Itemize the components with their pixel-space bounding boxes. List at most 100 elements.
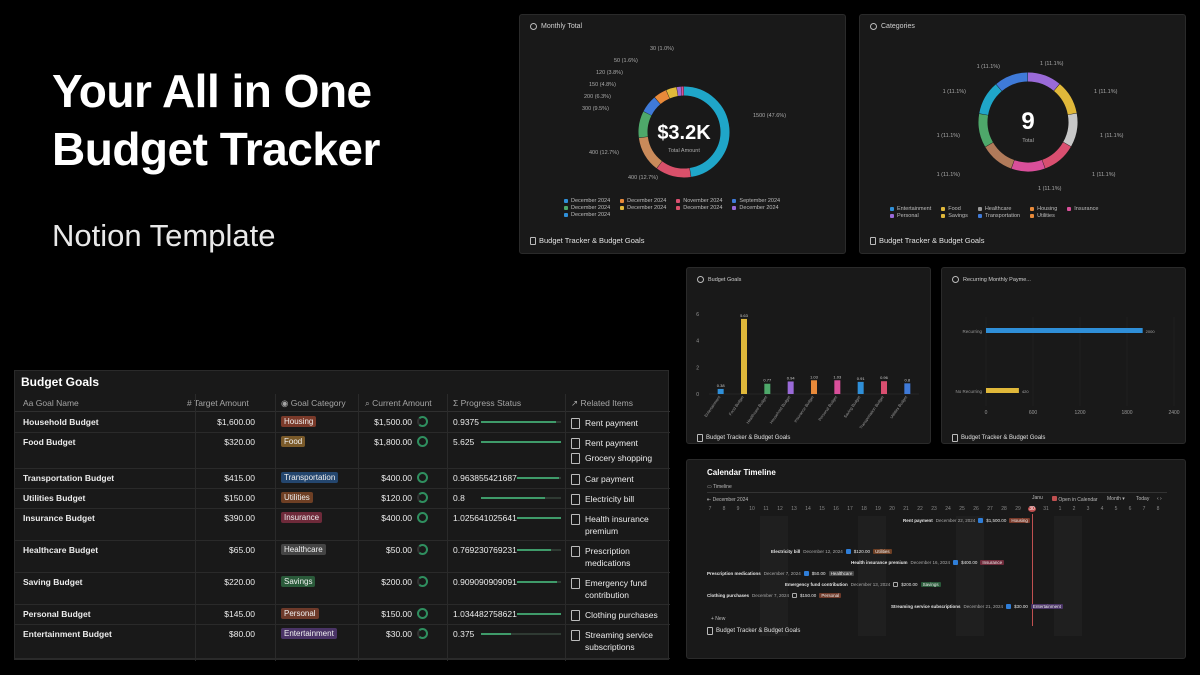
goal-name[interactable]: Insurance Budget — [23, 513, 95, 523]
timeline-day[interactable]: 28 — [1001, 506, 1007, 512]
goal-name[interactable]: Personal Budget — [23, 609, 91, 619]
goal-name[interactable]: Household Budget — [23, 417, 99, 427]
timeline-day[interactable]: 20 — [889, 506, 895, 512]
donut-slice[interactable] — [996, 72, 1028, 92]
timeline-item[interactable]: Streaming service subscriptions December … — [891, 604, 1063, 609]
goal-name[interactable]: Utilities Budget — [23, 493, 86, 503]
goal-name[interactable]: Healthcare Budget — [23, 545, 99, 555]
budget-goals-chart-footer[interactable]: Budget Tracker & Budget Goals — [697, 434, 790, 442]
table-row[interactable]: Utilities Budget $150.00 Utilities $120.00 0… — [15, 489, 670, 509]
related-item-link[interactable]: Grocery shopping — [571, 452, 671, 464]
table-row[interactable]: Entertainment Budget $80.00 Entertainment $… — [15, 625, 670, 659]
timeline-item[interactable]: Health insurance premium December 16, 202… — [851, 560, 1005, 565]
open-in-calendar-button[interactable]: Open in Calendar — [1052, 496, 1098, 503]
checkbox-icon[interactable] — [953, 560, 959, 565]
timeline-day[interactable]: 29 — [1015, 506, 1021, 512]
recurring-chart-footer[interactable]: Budget Tracker & Budget Goals — [952, 434, 1045, 442]
timeline-item[interactable]: Rent payment December 22, 2024 $1,500.00 Ho… — [903, 518, 1030, 523]
related-item-link[interactable]: Prescription medications — [571, 545, 671, 569]
donut-slice[interactable] — [1063, 113, 1078, 147]
goal-category[interactable]: Transportation — [281, 472, 339, 483]
bar[interactable] — [986, 328, 1143, 333]
timeline-day[interactable]: 14 — [805, 506, 811, 512]
month-selector[interactable]: Month ▾ — [1107, 496, 1125, 502]
table-row[interactable]: Insurance Budget $390.00 Insurance $400.00 1… — [15, 509, 670, 541]
timeline-day[interactable]: 11 — [763, 506, 769, 512]
related-item-link[interactable]: Electricity bill — [571, 493, 671, 505]
timeline-day[interactable]: 12 — [777, 506, 783, 512]
timeline-day[interactable]: 13 — [791, 506, 797, 512]
goal-category[interactable]: Healthcare — [281, 544, 326, 555]
bar[interactable] — [764, 383, 771, 394]
timeline-day[interactable]: 3 — [1086, 506, 1090, 512]
timeline-day[interactable]: 5 — [1114, 506, 1118, 512]
today-button[interactable]: Today — [1136, 496, 1150, 502]
donut-slice[interactable] — [1042, 142, 1071, 169]
checkbox-icon[interactable] — [1006, 604, 1012, 609]
timeline-day[interactable]: 18 — [861, 506, 867, 512]
bar[interactable] — [986, 388, 1019, 393]
goal-category[interactable]: Savings — [281, 576, 316, 587]
goal-name[interactable]: Entertainment Budget — [23, 629, 112, 639]
donut-slice[interactable] — [1011, 159, 1045, 172]
donut-slice[interactable] — [666, 87, 678, 99]
bar[interactable] — [741, 318, 747, 394]
related-item-link[interactable]: Rent payment — [571, 417, 671, 429]
monthly-total-footer[interactable]: Budget Tracker & Budget Goals — [530, 236, 644, 245]
bar[interactable] — [881, 381, 887, 394]
bar[interactable] — [834, 380, 841, 394]
goal-category[interactable]: Personal — [281, 608, 319, 619]
timeline-day[interactable]: 21 — [903, 506, 909, 512]
timeline-item[interactable]: Emergency fund contribution December 13, … — [785, 582, 941, 587]
goal-category[interactable]: Entertainment — [281, 628, 337, 639]
timeline-day[interactable]: 19 — [875, 506, 881, 512]
timeline-day[interactable]: 9 — [736, 506, 740, 512]
donut-slice[interactable] — [1027, 72, 1060, 91]
timeline-day[interactable]: 31 — [1043, 506, 1049, 512]
goal-category[interactable]: Food — [281, 436, 306, 447]
timeline-view-tab[interactable]: ▭ Timeline — [707, 484, 732, 490]
categories-footer[interactable]: Budget Tracker & Budget Goals — [870, 236, 984, 245]
timeline-item[interactable]: Clothing purchases December 7, 2024 $150.0… — [707, 593, 842, 598]
timeline-day[interactable]: 7 — [1142, 506, 1146, 512]
bar[interactable] — [811, 380, 817, 394]
nav-arrows[interactable]: ‹ › — [1157, 496, 1162, 502]
timeline-day[interactable]: 23 — [931, 506, 937, 512]
timeline-day[interactable]: 7 — [708, 506, 712, 512]
table-row[interactable]: Transportation Budget $415.00 Transportati… — [15, 469, 670, 489]
donut-slice[interactable] — [643, 97, 661, 116]
bar[interactable] — [787, 381, 794, 394]
table-row[interactable]: Household Budget $1,600.00 Housing $1,500.0… — [15, 413, 670, 433]
timeline-day[interactable]: 4 — [1100, 506, 1104, 512]
checkbox-icon[interactable] — [893, 582, 899, 587]
timeline-day[interactable]: 30 — [1028, 506, 1036, 512]
donut-slice[interactable] — [979, 84, 1002, 116]
donut-slice[interactable] — [985, 142, 1015, 169]
timeline-day[interactable]: 27 — [987, 506, 993, 512]
related-item-link[interactable]: Car payment — [571, 473, 671, 485]
related-item-link[interactable]: Health insurance premium — [571, 513, 671, 537]
table-row[interactable]: Food Budget $320.00 Food $1,800.00 5.625 Rent… — [15, 433, 670, 469]
timeline-day[interactable]: 16 — [833, 506, 839, 512]
timeline-day[interactable]: 26 — [973, 506, 979, 512]
header-current-amount[interactable]: ⌕ Current Amount — [365, 398, 432, 409]
donut-slice[interactable] — [1053, 84, 1077, 115]
bar[interactable] — [857, 381, 864, 394]
goal-name[interactable]: Saving Budget — [23, 577, 83, 587]
timeline-item[interactable]: Electricity bill December 12, 2024 $120.00… — [771, 549, 892, 554]
timeline-day[interactable]: 10 — [749, 506, 755, 512]
related-item-link[interactable]: Rent payment — [571, 437, 671, 449]
header-target-amount[interactable]: # Target Amount — [187, 398, 249, 408]
goal-name[interactable]: Transportation Budget — [23, 473, 115, 483]
timeline-new-button[interactable]: + New — [711, 616, 726, 622]
header-goal-category[interactable]: ◉ Goal Category — [281, 398, 346, 409]
checkbox-icon[interactable] — [845, 549, 851, 554]
timeline-day[interactable]: 24 — [945, 506, 951, 512]
timeline-day[interactable]: 8 — [1156, 506, 1160, 512]
table-row[interactable]: Personal Budget $145.00 Personal $150.00 1.0… — [15, 605, 670, 625]
timeline-day[interactable]: 1 — [1058, 506, 1062, 512]
timeline-day[interactable]: 6 — [1128, 506, 1132, 512]
bar[interactable] — [717, 388, 724, 394]
timeline-day[interactable]: 15 — [819, 506, 825, 512]
table-row[interactable]: Healthcare Budget $65.00 Healthcare $50.00 0… — [15, 541, 670, 573]
